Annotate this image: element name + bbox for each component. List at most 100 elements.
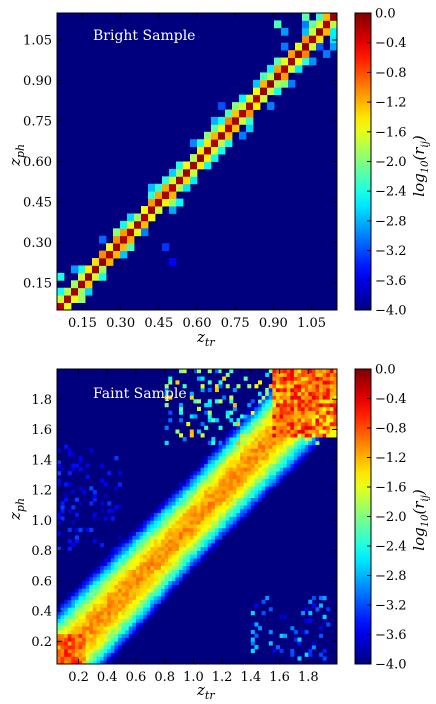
heatmap-cell (326, 395, 331, 400)
heatmap-cell (182, 569, 187, 574)
heatmap-cell (319, 437, 324, 442)
heatmap-cell (211, 516, 216, 521)
heatmap-cell (283, 391, 288, 396)
heatmap-cell (135, 573, 140, 578)
heatmap-cell (301, 414, 306, 419)
heatmap-cell (150, 603, 155, 608)
heatmap-cell (74, 622, 79, 627)
heatmap-cell (279, 410, 284, 415)
heatmap-cell (197, 139, 205, 148)
heatmap-cell (132, 558, 137, 563)
heatmap-cell (322, 380, 327, 385)
heatmap-cell (157, 565, 162, 570)
heatmap-cell (150, 531, 155, 536)
heatmap-cell (283, 410, 288, 415)
heatmap-cell (82, 641, 87, 646)
heatmap-cell (85, 580, 90, 585)
heatmap-cell (214, 486, 219, 491)
heatmap-cell (240, 512, 245, 517)
heatmap-cell (182, 437, 187, 442)
heatmap-cell (218, 482, 223, 487)
heatmap-cell (186, 546, 191, 551)
heatmap-cell (143, 569, 148, 574)
heatmap-cell (179, 410, 184, 415)
heatmap-cell (128, 629, 133, 635)
heatmap-cell (67, 546, 72, 551)
heatmap-cell (272, 452, 277, 457)
heatmap-cell (103, 565, 108, 570)
heatmap-cell (222, 535, 227, 540)
heatmap-cell (179, 573, 184, 578)
x-tick-label: 1.6 (269, 670, 290, 685)
heatmap-cell (319, 376, 324, 381)
heatmap-cell (225, 531, 230, 536)
heatmap-cell (218, 380, 223, 385)
heatmap-cell (333, 399, 337, 404)
heatmap-cell (329, 372, 334, 377)
heatmap-cell (179, 539, 184, 544)
heatmap-cell (265, 490, 270, 495)
heatmap-cell (261, 429, 266, 434)
heatmap-cell (301, 410, 306, 415)
heatmap-cell (247, 459, 252, 464)
heatmap-cell (232, 501, 237, 506)
heatmap-cell (279, 452, 284, 457)
heatmap-cell (118, 595, 123, 601)
heatmap-cell (218, 463, 223, 468)
heatmap-cell (240, 418, 245, 423)
heatmap-cell (189, 527, 194, 533)
heatmap-cell (286, 406, 291, 411)
heatmap-cell (265, 452, 270, 457)
heatmap-cell (279, 648, 284, 654)
heatmap-cell (100, 592, 105, 597)
heatmap-cell (236, 452, 241, 457)
heatmap-cell (329, 418, 334, 423)
heatmap-cell (218, 399, 223, 404)
heatmap-cell (232, 490, 237, 495)
heatmap-cell (275, 459, 280, 464)
heatmap-cell (92, 539, 97, 544)
heatmap-cell (110, 595, 115, 601)
heatmap-cell (189, 542, 194, 548)
heatmap-cell (304, 421, 309, 427)
heatmap-cell (279, 474, 284, 480)
heatmap-cell (297, 369, 302, 374)
heatmap-cell (301, 387, 306, 393)
heatmap-cell (168, 493, 173, 498)
heatmap-cell (250, 459, 255, 464)
heatmap-cell (67, 660, 72, 664)
heatmap-cell (211, 459, 216, 464)
heatmap-cell (71, 595, 76, 601)
heatmap-cell (304, 440, 309, 446)
heatmap-cell (128, 626, 133, 631)
heatmap-cell (308, 406, 313, 411)
heatmap-cell (132, 611, 137, 616)
heatmap-cell (236, 497, 241, 502)
heatmap-cell (57, 629, 61, 635)
heatmap-cell (125, 588, 130, 593)
heatmap-cell (232, 482, 237, 487)
heatmap-cell (189, 478, 194, 483)
heatmap-cell (139, 561, 144, 567)
heatmap-cell (315, 607, 320, 612)
heatmap-cell (71, 652, 76, 657)
heatmap-cell (322, 376, 327, 381)
colorbar-label: log10(rij) (410, 135, 431, 197)
heatmap-cell (169, 183, 177, 192)
heatmap-cell (283, 425, 288, 430)
heatmap-cell (197, 505, 201, 510)
heatmap-cell (290, 369, 295, 374)
heatmap-cell (254, 403, 259, 408)
heatmap-cell (207, 546, 212, 551)
heatmap-cell (311, 595, 316, 601)
heatmap-cell (258, 455, 263, 461)
heatmap-cell (118, 558, 123, 563)
heatmap-cell (204, 497, 209, 502)
heatmap-cell (236, 425, 241, 430)
heatmap-cell (106, 258, 114, 266)
heatmap-cell (261, 459, 266, 464)
heatmap-cell (175, 584, 180, 589)
heatmap-cell (247, 455, 252, 461)
heatmap-cell (211, 139, 219, 148)
heatmap-cell (139, 542, 144, 548)
